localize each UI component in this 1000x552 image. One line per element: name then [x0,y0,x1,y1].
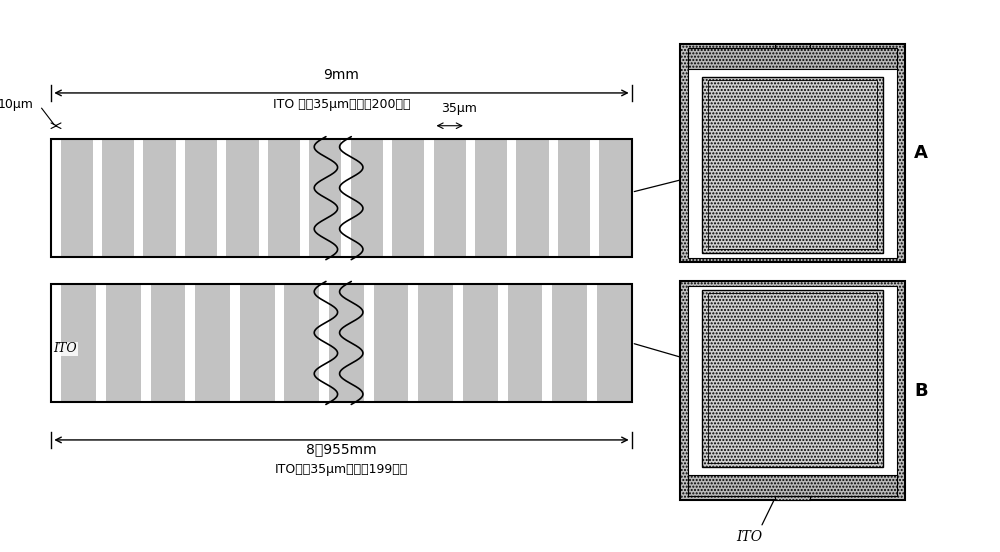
Bar [688,48,897,69]
Bar [688,48,897,258]
Bar [453,284,463,402]
Bar [51,140,632,257]
Bar [708,81,877,249]
Text: 9mm: 9mm [324,68,359,82]
Bar [383,140,392,257]
Text: 10μm: 10μm [0,98,34,112]
Bar [688,286,897,496]
Bar [51,284,632,402]
Bar [51,284,632,402]
Bar [230,284,240,402]
Bar [141,284,151,402]
Bar [424,140,434,257]
Bar [408,284,418,402]
Bar [680,282,905,500]
Text: ITO: ITO [736,530,763,544]
Bar [688,475,897,496]
Bar [702,290,883,466]
Bar [680,282,905,500]
Bar [680,44,905,262]
Bar [319,284,329,402]
Text: B: B [914,382,928,400]
Bar [259,140,268,257]
Text: ITO: ITO [54,342,77,355]
Bar [702,77,883,252]
Bar [185,284,195,402]
Text: 8．955mm: 8．955mm [306,443,377,457]
Bar [688,48,897,69]
Text: 35μm: 35μm [442,102,477,115]
Bar [587,284,597,402]
Bar [775,44,810,48]
Bar [364,284,374,402]
Bar [775,496,810,500]
Bar [507,140,516,257]
Bar [217,140,226,257]
Bar [176,140,185,257]
Bar [542,284,552,402]
Bar [590,140,599,257]
Bar [775,44,810,48]
Bar [341,140,351,257]
Bar [688,475,897,496]
Text: ITO线（35μm宽度、199根）: ITO线（35μm宽度、199根） [275,463,408,476]
Bar [96,284,106,402]
Bar [51,284,61,402]
Bar [775,496,810,500]
Bar [680,44,905,262]
Bar [702,77,883,252]
Text: A: A [914,144,928,162]
Bar [498,284,508,402]
Bar [275,284,284,402]
Bar [300,140,309,257]
Bar [708,293,877,464]
Bar [51,140,632,257]
Bar [51,284,632,402]
Bar [93,140,102,257]
Bar [51,140,632,257]
Bar [134,140,143,257]
Bar [549,140,558,257]
Bar [466,140,475,257]
Bar [702,290,883,466]
Bar [51,140,61,257]
Text: ITO 线（35μm宽度、200根）: ITO 线（35μm宽度、200根） [273,98,410,112]
